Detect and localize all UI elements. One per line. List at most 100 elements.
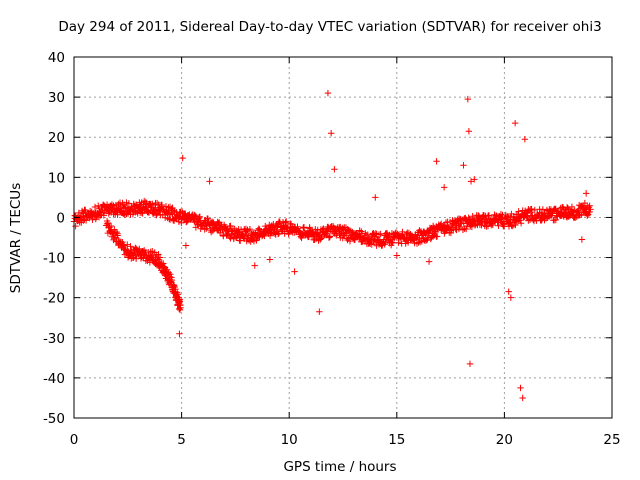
main-band-point — [82, 217, 90, 224]
main-band-point — [531, 206, 538, 214]
main-band-point — [484, 222, 492, 230]
main-band-point — [125, 200, 133, 207]
main-band-point — [108, 201, 116, 208]
lower-branch-point — [160, 260, 167, 267]
main-band-point — [195, 215, 203, 222]
lower-branch-point — [163, 266, 171, 274]
main-band-point — [563, 209, 570, 217]
outliers-point — [440, 184, 448, 191]
lower-branch-point — [111, 235, 118, 242]
outliers-point — [507, 294, 515, 301]
main-band-point — [401, 235, 409, 242]
lower-branch-point — [127, 243, 134, 250]
x-tick-label: 25 — [603, 432, 620, 448]
main-band-point — [325, 234, 333, 241]
lower-branch-point — [114, 230, 121, 237]
lower-branch-point — [160, 263, 168, 270]
main-band-point — [238, 231, 246, 238]
main-band-point — [517, 217, 524, 224]
outliers-point — [433, 158, 440, 165]
main-band-point — [388, 239, 396, 246]
outliers-point — [582, 190, 590, 197]
main-band-point — [405, 229, 413, 237]
main-band-point — [283, 218, 290, 225]
main-band-point — [349, 228, 356, 236]
lower-branch-point — [139, 247, 146, 255]
main-band-point — [144, 208, 151, 215]
main-band-point — [463, 225, 470, 233]
main-band-point — [197, 225, 204, 233]
outliers-point — [179, 154, 186, 162]
main-band-point — [428, 234, 435, 241]
main-band-point — [586, 202, 593, 209]
main-band-point — [153, 199, 161, 207]
y-tick-label: -30 — [43, 331, 65, 347]
main-band-point — [497, 211, 505, 218]
main-band-point — [255, 225, 263, 232]
x-tick-label: 10 — [281, 432, 298, 448]
main-band-point — [485, 212, 492, 219]
main-band-point — [538, 209, 545, 217]
main-band-point — [300, 223, 308, 231]
outliers-point — [511, 119, 519, 127]
main-band-point — [399, 228, 406, 236]
main-band-point — [564, 205, 572, 212]
main-band-point — [368, 241, 375, 248]
main-band-point — [372, 230, 380, 237]
main-band-point — [440, 223, 447, 230]
main-band-point — [139, 210, 146, 217]
main-band-point — [295, 227, 302, 234]
main-band-point — [246, 225, 254, 233]
main-band-point — [138, 209, 145, 216]
y-tick-label: -40 — [43, 371, 65, 387]
main-band-point — [260, 231, 267, 238]
y-tick-label: 10 — [48, 170, 65, 186]
main-band-point — [233, 233, 241, 240]
outliers-point — [327, 130, 335, 137]
outliers-point — [471, 176, 478, 183]
main-band-point — [375, 231, 383, 238]
outliers-point — [182, 242, 190, 249]
main-band-point — [262, 222, 269, 230]
main-band-point — [104, 207, 112, 214]
main-band-point — [204, 215, 212, 222]
lower-branch-point — [107, 222, 115, 230]
lower-branch-point — [103, 220, 111, 228]
outliers-point — [393, 252, 400, 259]
x-tick-label: 0 — [70, 432, 79, 448]
main-band-point — [326, 233, 334, 240]
main-band-point — [91, 203, 99, 211]
x-axis-label: GPS time / hours — [283, 459, 396, 475]
main-band-point — [571, 214, 579, 221]
main-band-point — [552, 216, 559, 224]
main-band-point — [575, 207, 582, 214]
outliers-point — [517, 384, 524, 392]
main-band-point — [207, 228, 215, 236]
main-band-point — [89, 216, 96, 223]
outliers-point — [324, 89, 332, 97]
lower-branch-point — [155, 251, 162, 258]
main-band-point — [274, 230, 282, 238]
main-band-point — [512, 221, 519, 229]
outliers-point — [251, 262, 258, 269]
main-band-point — [306, 224, 313, 231]
main-band-point — [528, 205, 535, 213]
main-band-point — [191, 211, 198, 219]
main-band-point — [121, 211, 129, 219]
main-band-point — [191, 212, 199, 219]
main-band-point — [95, 202, 102, 209]
lower-branch-point — [167, 278, 175, 285]
main-band-point — [323, 228, 330, 236]
main-band-point — [214, 218, 221, 226]
outliers-point — [291, 268, 298, 275]
main-band-point — [74, 217, 82, 224]
main-band-point — [417, 238, 424, 246]
y-tick-label: 40 — [48, 50, 65, 66]
main-band-point — [100, 212, 108, 219]
main-band-point — [433, 233, 441, 240]
x-tick-label: 5 — [177, 432, 186, 448]
main-band-point — [346, 237, 354, 245]
main-band-point — [539, 206, 547, 213]
main-band-point — [344, 226, 351, 233]
main-band-point — [568, 203, 576, 211]
